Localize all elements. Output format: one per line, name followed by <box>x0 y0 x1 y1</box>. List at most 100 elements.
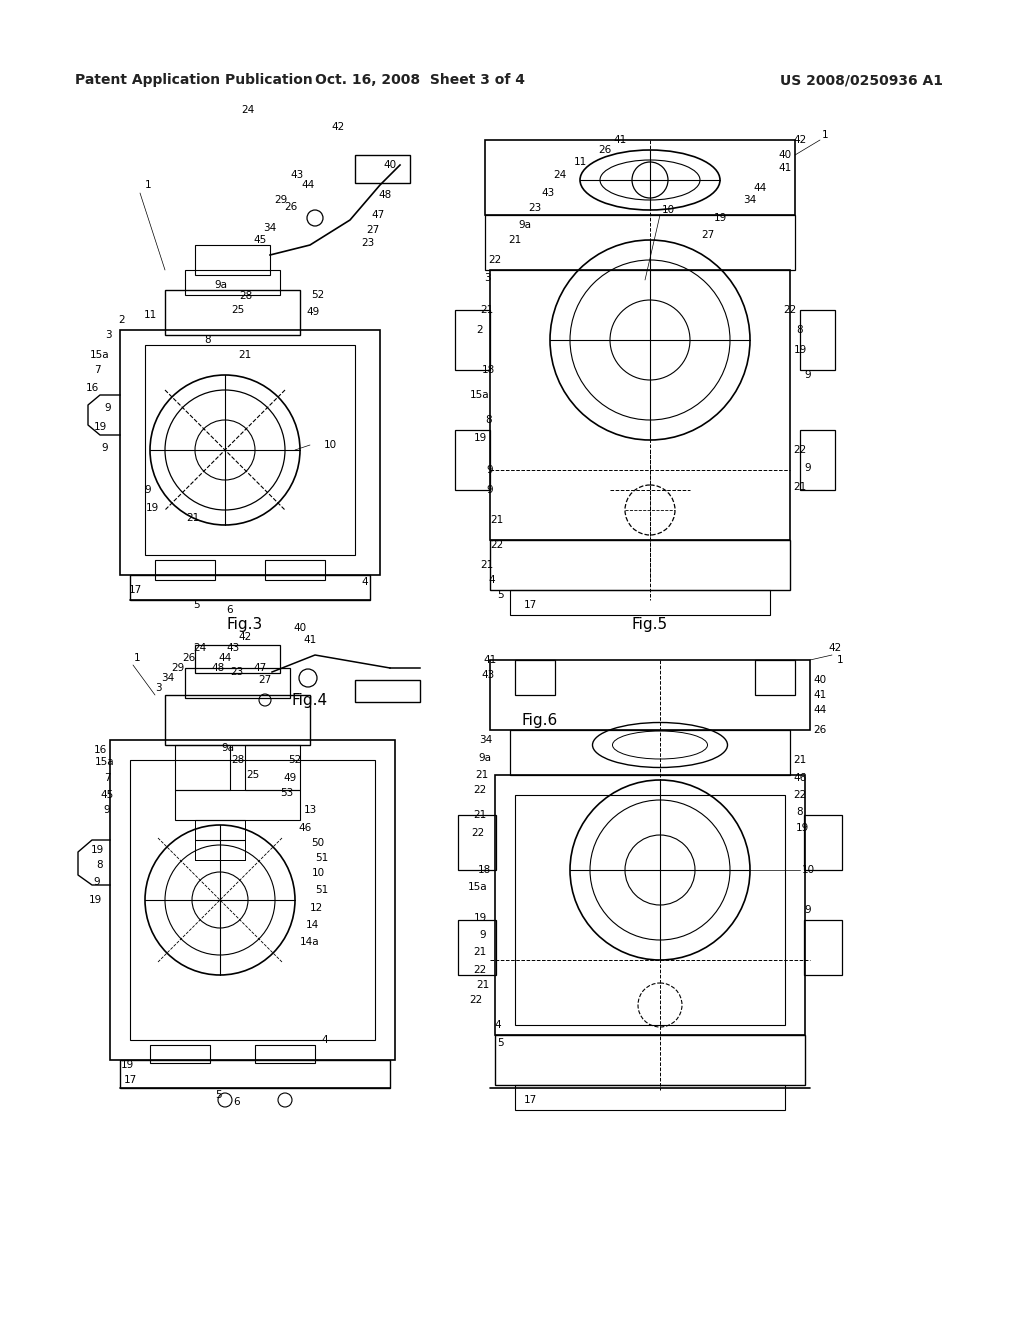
Text: 42: 42 <box>239 632 252 642</box>
Text: 21: 21 <box>473 810 486 820</box>
Text: 24: 24 <box>242 106 255 115</box>
Text: 50: 50 <box>311 838 325 847</box>
Text: 4: 4 <box>488 576 496 585</box>
Text: 47: 47 <box>372 210 385 220</box>
Text: 24: 24 <box>553 170 566 180</box>
Text: Fig.6: Fig.6 <box>522 713 558 727</box>
Bar <box>110 741 395 1060</box>
Text: 43: 43 <box>291 170 304 180</box>
Bar <box>490 271 790 540</box>
Text: 9: 9 <box>486 465 494 475</box>
Text: 5: 5 <box>215 1090 221 1100</box>
Text: 51: 51 <box>315 853 329 863</box>
Text: 27: 27 <box>258 675 271 685</box>
Text: 4: 4 <box>495 1020 502 1030</box>
Bar <box>130 760 375 1040</box>
Bar <box>150 1045 210 1063</box>
Text: 8: 8 <box>485 414 493 425</box>
Text: 22: 22 <box>783 305 797 315</box>
Text: 9a: 9a <box>478 752 492 763</box>
Text: 49: 49 <box>306 308 319 317</box>
Bar <box>195 246 270 275</box>
Text: 40: 40 <box>294 623 306 634</box>
Text: 23: 23 <box>230 667 244 677</box>
Text: 21: 21 <box>186 513 200 523</box>
Text: 8: 8 <box>205 335 211 345</box>
Text: 21: 21 <box>475 770 488 780</box>
Text: 9: 9 <box>479 931 486 940</box>
Bar <box>804 814 842 870</box>
Bar <box>195 645 280 673</box>
Bar <box>120 330 380 576</box>
Text: 21: 21 <box>794 482 807 492</box>
Text: 49: 49 <box>284 774 297 783</box>
Text: 3: 3 <box>483 273 490 282</box>
Text: 42: 42 <box>332 121 345 132</box>
Bar <box>165 290 300 335</box>
Text: 41: 41 <box>483 655 497 665</box>
Text: 42: 42 <box>828 643 842 653</box>
Bar <box>195 820 245 861</box>
Text: 22: 22 <box>490 540 504 550</box>
Bar <box>165 696 310 744</box>
Text: 43: 43 <box>226 643 240 653</box>
Text: 24: 24 <box>194 643 207 653</box>
Text: 40: 40 <box>778 150 792 160</box>
Text: 18: 18 <box>477 865 490 875</box>
Text: 48: 48 <box>379 190 391 201</box>
Text: 15a: 15a <box>95 756 115 767</box>
Text: 44: 44 <box>301 180 314 190</box>
Text: 26: 26 <box>813 725 826 735</box>
Text: 29: 29 <box>171 663 184 673</box>
Text: 19: 19 <box>473 913 486 923</box>
Bar <box>355 154 410 183</box>
Text: 25: 25 <box>247 770 260 780</box>
Text: 14a: 14a <box>300 937 319 946</box>
Text: 2: 2 <box>119 315 125 325</box>
Text: 34: 34 <box>263 223 276 234</box>
Text: 17: 17 <box>523 601 537 610</box>
Text: 25: 25 <box>231 305 245 315</box>
Text: 22: 22 <box>473 965 486 975</box>
Bar <box>800 310 835 370</box>
Text: 6: 6 <box>226 605 233 615</box>
Bar <box>120 1060 390 1088</box>
Text: 22: 22 <box>471 828 484 838</box>
Text: 21: 21 <box>794 755 807 766</box>
Bar <box>490 660 810 730</box>
Text: Patent Application Publication: Patent Application Publication <box>75 73 312 87</box>
Text: 22: 22 <box>469 995 482 1005</box>
Text: 19: 19 <box>796 822 809 833</box>
Bar <box>455 310 490 370</box>
Text: 9: 9 <box>104 403 112 413</box>
Bar <box>490 540 790 590</box>
Text: 22: 22 <box>794 789 807 800</box>
Bar <box>485 140 795 215</box>
Text: 23: 23 <box>528 203 542 213</box>
Text: 34: 34 <box>743 195 757 205</box>
Text: 19: 19 <box>794 345 807 355</box>
Text: 21: 21 <box>480 560 494 570</box>
Text: 34: 34 <box>162 673 175 682</box>
Text: 45: 45 <box>100 789 114 800</box>
Text: 1: 1 <box>144 180 152 190</box>
Text: 19: 19 <box>145 503 159 513</box>
Text: 26: 26 <box>285 202 298 213</box>
Text: 6: 6 <box>233 1097 241 1107</box>
Text: 9: 9 <box>144 484 152 495</box>
Text: 9: 9 <box>93 876 100 887</box>
Text: 13: 13 <box>303 805 316 814</box>
Text: 17: 17 <box>523 1096 537 1105</box>
Text: 9a: 9a <box>214 280 227 290</box>
Text: 9: 9 <box>805 463 811 473</box>
Text: 4: 4 <box>361 577 369 587</box>
Bar <box>130 576 370 601</box>
Text: 12: 12 <box>309 903 323 913</box>
Text: 15a: 15a <box>470 389 489 400</box>
Text: 17: 17 <box>123 1074 136 1085</box>
Text: 16: 16 <box>93 744 106 755</box>
Text: 41: 41 <box>613 135 627 145</box>
Bar <box>185 271 280 294</box>
Text: 3: 3 <box>155 682 162 693</box>
Text: 4: 4 <box>322 1035 329 1045</box>
